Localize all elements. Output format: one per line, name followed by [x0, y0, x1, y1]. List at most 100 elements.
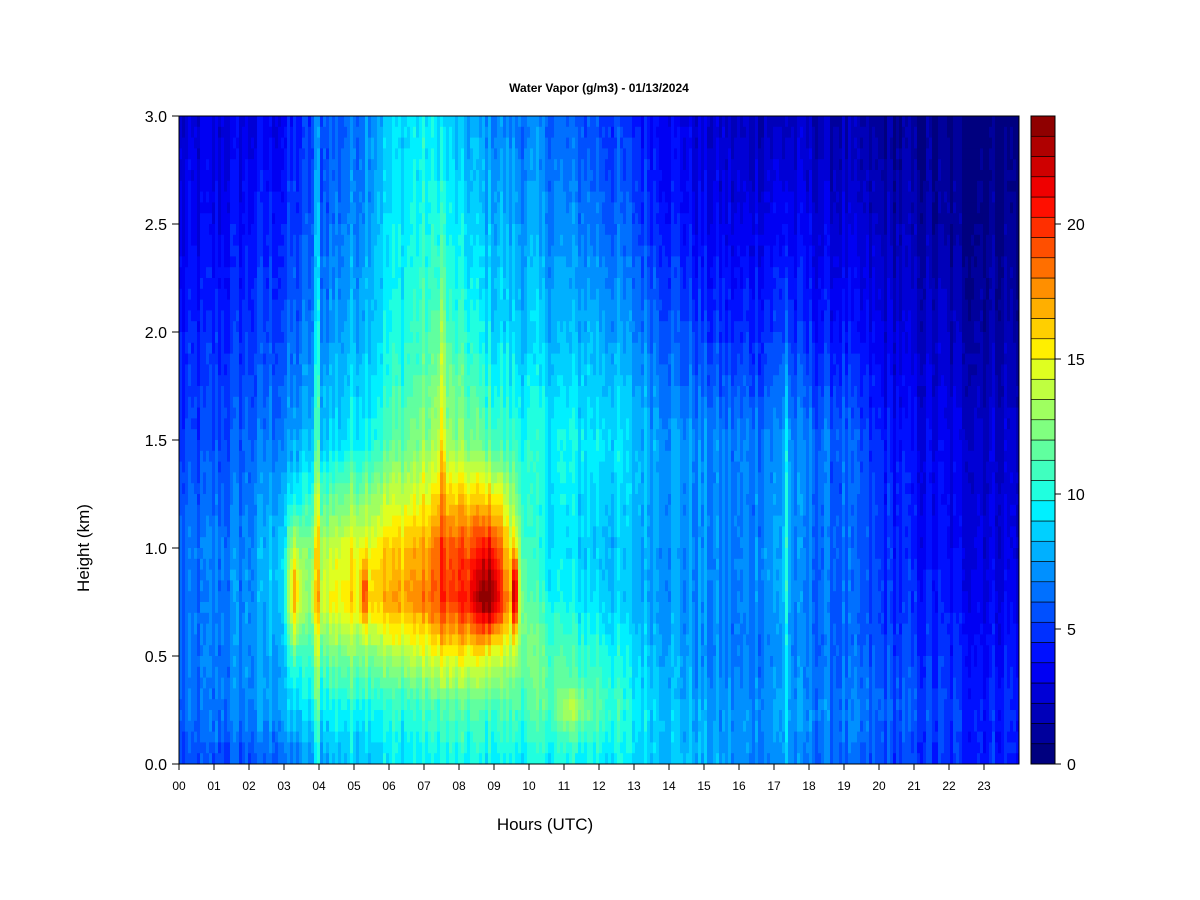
heatmap-cell: [275, 191, 279, 203]
heatmap-cell: [413, 720, 417, 732]
heatmap-cell: [218, 278, 222, 290]
heatmap-cell: [323, 731, 327, 743]
heatmap-cell: [299, 148, 303, 160]
heatmap-cell: [299, 386, 303, 398]
heatmap-cell: [251, 396, 255, 408]
heatmap-cell: [404, 116, 408, 128]
heatmap-cell: [380, 504, 384, 516]
heatmap-cell: [422, 526, 426, 538]
heatmap-cell: [398, 569, 402, 581]
heatmap-cell: [215, 224, 219, 236]
heatmap-cell: [227, 710, 231, 722]
heatmap-cell: [230, 710, 234, 722]
heatmap-cell: [230, 677, 234, 689]
heatmap-cell: [224, 580, 228, 592]
heatmap-cell: [197, 440, 201, 452]
heatmap-cell: [353, 753, 357, 765]
heatmap-cell: [335, 472, 339, 484]
heatmap-cell: [308, 288, 312, 300]
heatmap-cell: [182, 623, 186, 635]
heatmap-cell: [293, 234, 297, 246]
heatmap-cell: [248, 310, 252, 322]
heatmap-cell: [371, 537, 375, 549]
heatmap-cell: [377, 375, 381, 387]
heatmap-cell: [326, 234, 330, 246]
heatmap-cell: [317, 213, 321, 225]
heatmap-cell: [356, 429, 360, 441]
heatmap-cell: [365, 321, 369, 333]
heatmap-cell: [266, 634, 270, 646]
heatmap-cell: [356, 548, 360, 560]
heatmap-cell: [200, 224, 204, 236]
heatmap-cell: [224, 245, 228, 257]
heatmap-cell: [386, 234, 390, 246]
heatmap-cell: [320, 710, 324, 722]
heatmap-cell: [419, 612, 423, 624]
heatmap-cell: [302, 418, 306, 430]
heatmap-cell: [365, 375, 369, 387]
heatmap-cell: [398, 321, 402, 333]
heatmap-cell: [422, 234, 426, 246]
heatmap-cell: [392, 645, 396, 657]
heatmap-cell: [248, 288, 252, 300]
heatmap-cell: [308, 699, 312, 711]
heatmap-cell: [185, 116, 189, 128]
heatmap-cell: [371, 396, 375, 408]
heatmap-cell: [209, 710, 213, 722]
heatmap-cell: [191, 407, 195, 419]
heatmap-cell: [422, 699, 426, 711]
heatmap-cell: [308, 602, 312, 614]
heatmap-cell: [407, 137, 411, 149]
heatmap-cell: [233, 688, 237, 700]
heatmap-cell: [245, 688, 249, 700]
heatmap-cell: [215, 548, 219, 560]
heatmap-cell: [314, 440, 318, 452]
heatmap-cell: [254, 461, 258, 473]
heatmap-cell: [386, 731, 390, 743]
heatmap-cell: [338, 170, 342, 182]
heatmap-cell: [209, 278, 213, 290]
heatmap-cell: [290, 537, 294, 549]
heatmap-cell: [311, 742, 315, 754]
heatmap-cell: [302, 159, 306, 171]
heatmap-cell: [332, 580, 336, 592]
heatmap-cell: [281, 645, 285, 657]
heatmap-cell: [260, 580, 264, 592]
heatmap-cell: [407, 461, 411, 473]
heatmap-cell: [347, 731, 351, 743]
heatmap-cell: [356, 364, 360, 376]
heatmap-cell: [413, 245, 417, 257]
heatmap-cell: [290, 645, 294, 657]
heatmap-cell: [302, 202, 306, 214]
heatmap-cell: [203, 623, 207, 635]
heatmap-cell: [371, 548, 375, 560]
heatmap-cell: [329, 332, 333, 344]
heatmap-cell: [359, 116, 363, 128]
heatmap-cell: [269, 688, 273, 700]
heatmap-cell: [338, 299, 342, 311]
heatmap-cell: [305, 332, 309, 344]
heatmap-cell: [239, 234, 243, 246]
heatmap-cell: [326, 731, 330, 743]
heatmap-cell: [215, 407, 219, 419]
heatmap-cell: [203, 202, 207, 214]
heatmap-cell: [374, 202, 378, 214]
heatmap-cell: [221, 483, 225, 495]
heatmap-cell: [221, 537, 225, 549]
heatmap-cell: [383, 612, 387, 624]
heatmap-cell: [410, 278, 414, 290]
heatmap-cell: [329, 688, 333, 700]
heatmap-cell: [404, 440, 408, 452]
heatmap-cell: [410, 213, 414, 225]
heatmap-cell: [347, 526, 351, 538]
heatmap-cell: [311, 148, 315, 160]
heatmap-cell: [344, 677, 348, 689]
heatmap-cell: [191, 386, 195, 398]
heatmap-cell: [314, 375, 318, 387]
heatmap-cell: [269, 645, 273, 657]
heatmap-cell: [257, 494, 261, 506]
heatmap-cell: [404, 299, 408, 311]
heatmap-cell: [221, 353, 225, 365]
heatmap-cell: [314, 429, 318, 441]
heatmap-cell: [374, 472, 378, 484]
